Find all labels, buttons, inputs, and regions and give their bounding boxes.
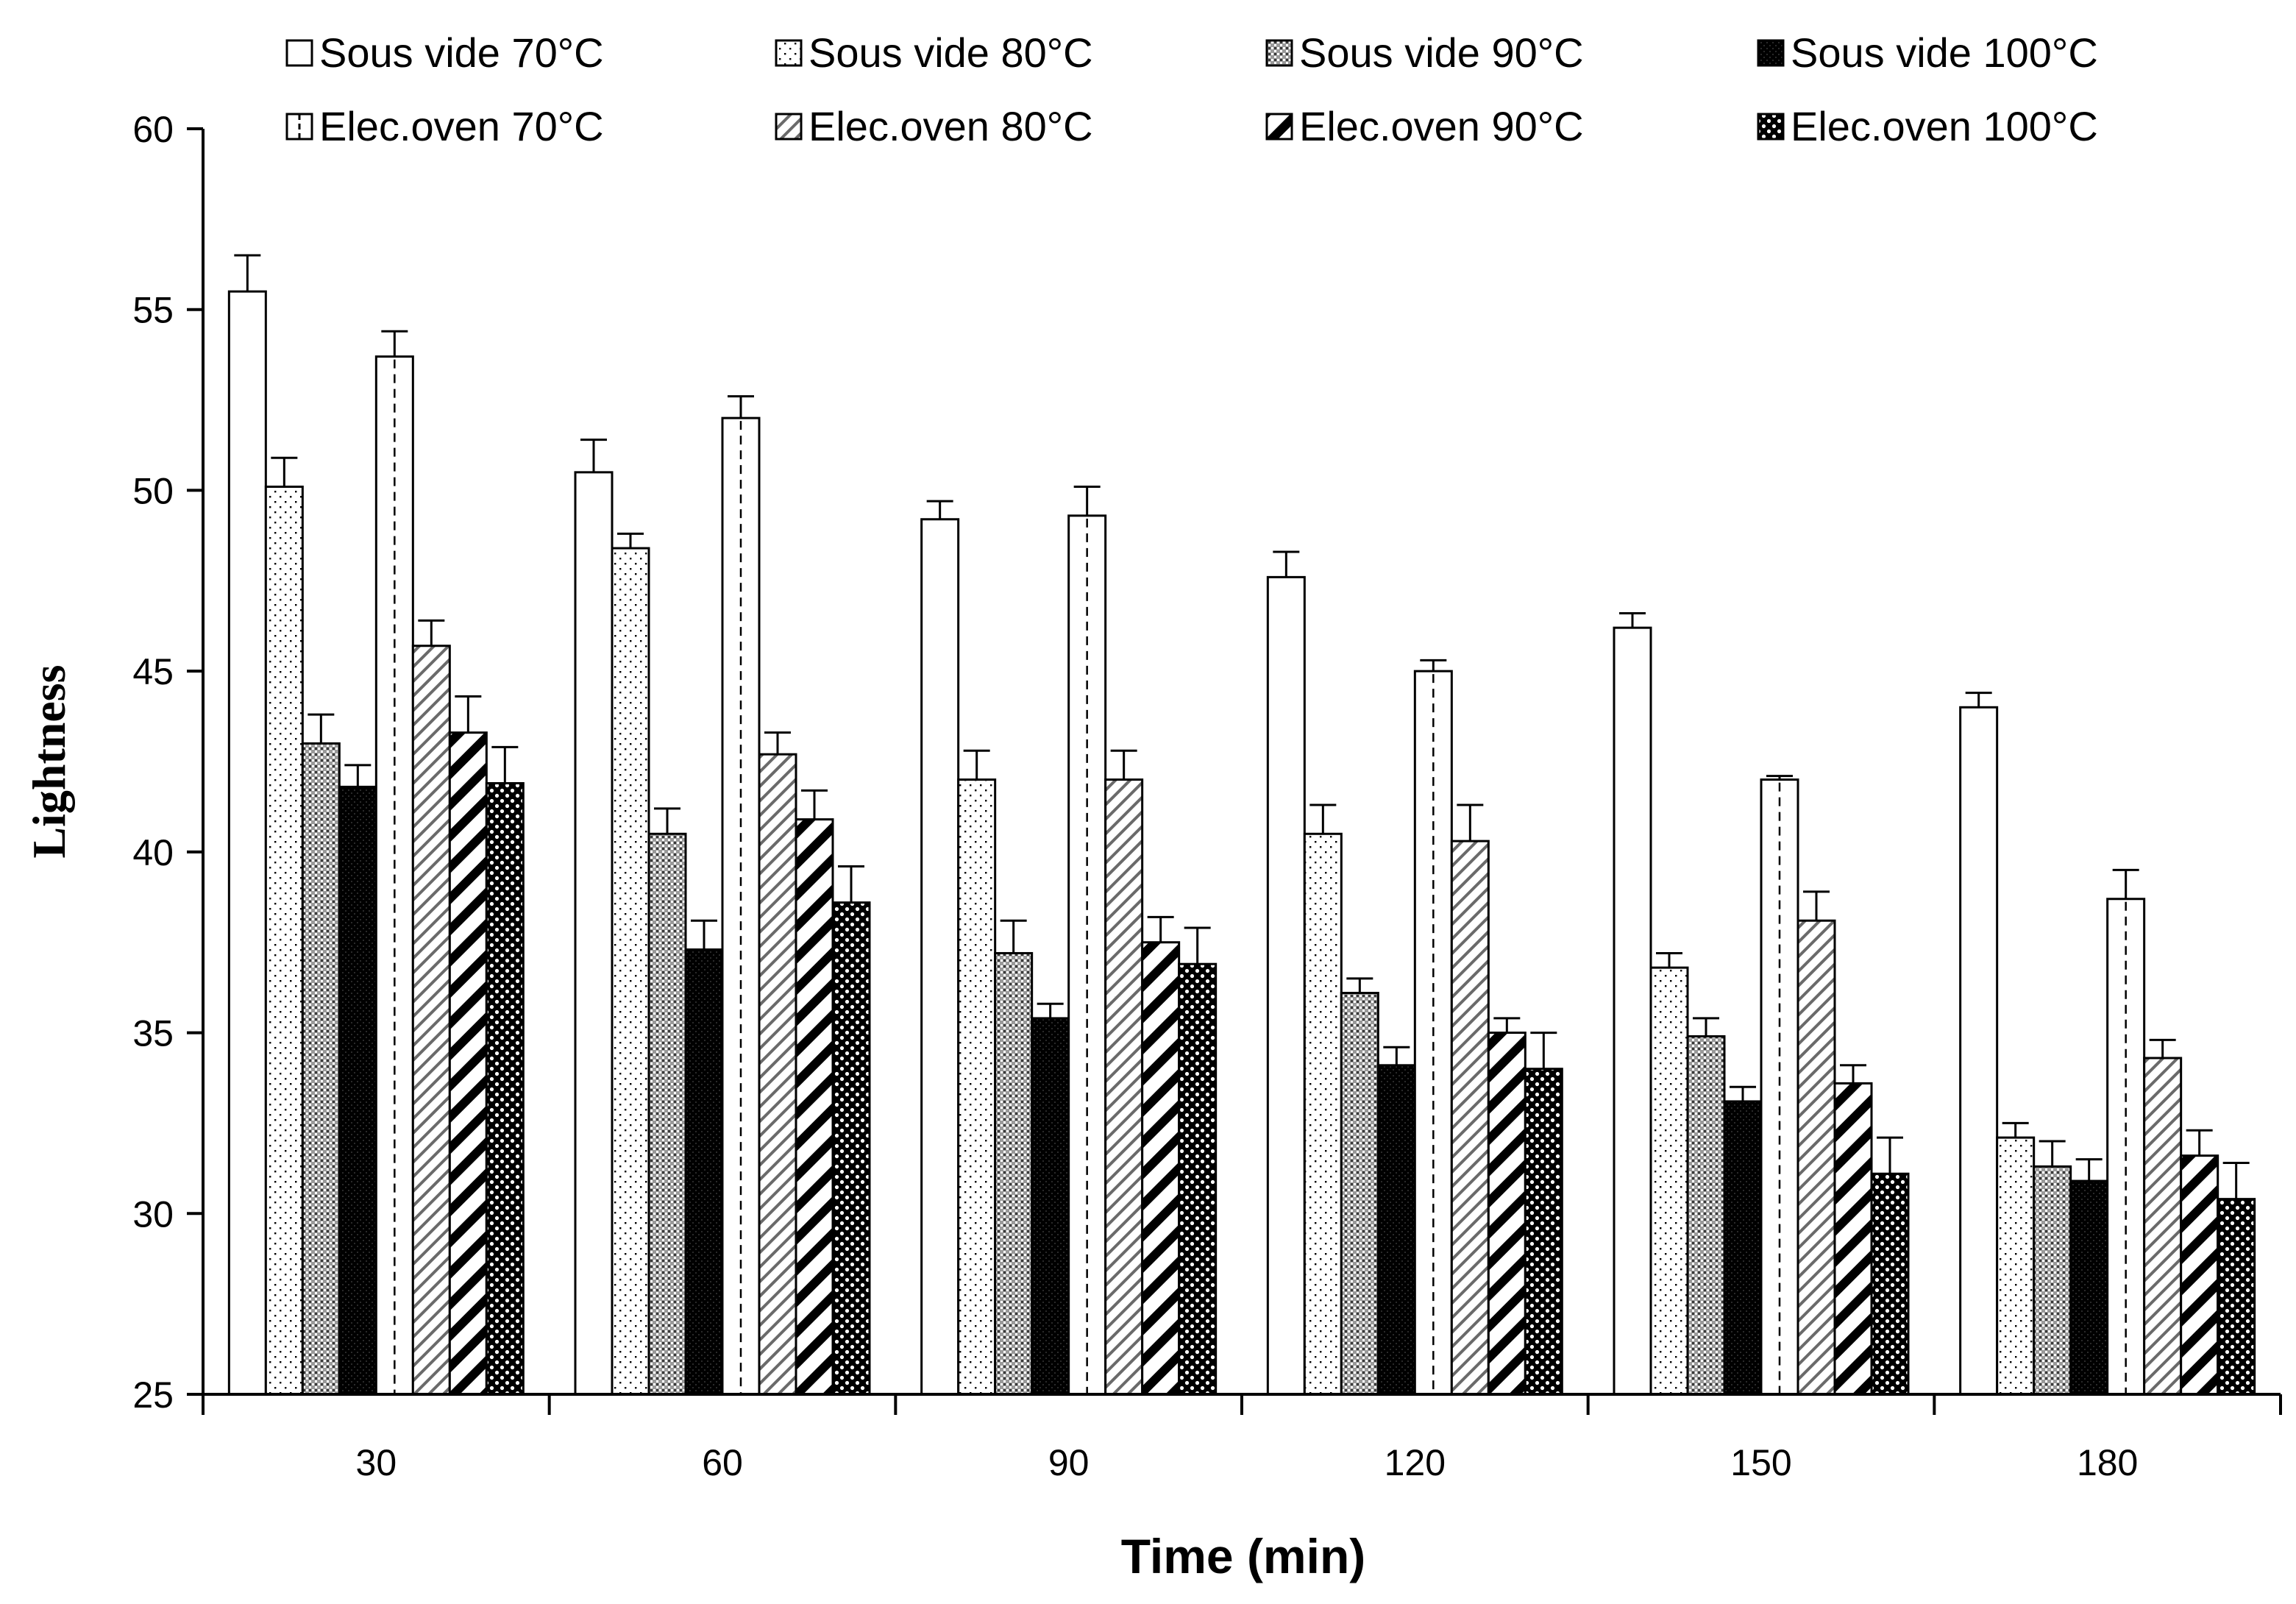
bar — [2180, 1154, 2219, 1396]
y-tick-label: 50 — [132, 470, 174, 511]
bar — [411, 645, 451, 1396]
x-tick-label: 30 — [356, 1442, 397, 1483]
bar — [1613, 626, 1652, 1396]
legend-item: Elec.oven 70°C — [285, 103, 604, 149]
legend-label: Elec.oven 80°C — [808, 103, 1093, 149]
legend-label: Sous vide 100°C — [1791, 29, 2098, 76]
legend-swatch — [1757, 113, 1785, 141]
legend-swatch — [285, 39, 313, 67]
bar — [1141, 941, 1181, 1396]
bar — [2069, 1179, 2109, 1396]
bar — [227, 290, 267, 1396]
legend-item: Elec.oven 80°C — [775, 103, 1093, 149]
bar — [1723, 1100, 1763, 1396]
bar — [1340, 992, 1379, 1396]
bar — [758, 753, 797, 1396]
y-tick-label: 55 — [132, 290, 174, 331]
bars — [227, 254, 2256, 1396]
bar — [485, 781, 525, 1396]
series-3 — [301, 713, 2072, 1396]
legend-item: Sous vide 80°C — [775, 29, 1093, 76]
bar — [574, 471, 614, 1396]
x-tick-label: 60 — [702, 1442, 743, 1483]
x-tick-label: 150 — [1730, 1442, 1791, 1483]
legend-label: Elec.oven 70°C — [319, 103, 604, 149]
bar — [338, 785, 377, 1396]
legend-item: Elec.oven 100°C — [1757, 103, 2098, 149]
legend-swatch — [1265, 39, 1293, 67]
legend-item: Sous vide 70°C — [285, 29, 604, 76]
bar — [1031, 1017, 1070, 1396]
legend-label: Elec.oven 90°C — [1299, 103, 1584, 149]
bar — [1760, 778, 1799, 1396]
legend-label: Sous vide 70°C — [319, 29, 604, 76]
legend-item: Sous vide 100°C — [1757, 29, 2098, 76]
bar — [1524, 1068, 1563, 1396]
bar — [301, 742, 341, 1396]
bar — [1178, 962, 1218, 1396]
bar — [1649, 966, 1689, 1396]
legend-label: Sous vide 80°C — [808, 29, 1093, 76]
series-4 — [338, 764, 2109, 1396]
bar — [2033, 1165, 2072, 1396]
y-tick-label: 25 — [132, 1374, 174, 1416]
bar — [611, 547, 650, 1396]
bar — [2143, 1057, 2183, 1396]
legend-swatch — [1757, 39, 1785, 67]
bar — [1450, 840, 1490, 1396]
x-tick-label: 90 — [1048, 1442, 1090, 1483]
series-1 — [227, 254, 1999, 1396]
bar — [1266, 575, 1306, 1396]
bar — [795, 818, 834, 1396]
bar — [1487, 1032, 1526, 1396]
legend-label: Elec.oven 100°C — [1791, 103, 2098, 149]
bar — [957, 778, 997, 1396]
y-tick-label: 40 — [132, 832, 174, 873]
x-axis-title: Time (min) — [1121, 1529, 1365, 1583]
bar — [920, 518, 960, 1396]
legend-label: Sous vide 90°C — [1299, 29, 1584, 76]
bar — [1796, 919, 1836, 1396]
x-tick-label: 180 — [2077, 1442, 2138, 1483]
legend-swatch — [775, 113, 803, 141]
y-tick-label: 35 — [132, 1013, 174, 1054]
y-tick-label: 60 — [132, 109, 174, 150]
y-axis-title: Lightness — [23, 664, 75, 858]
y-tick-label: 45 — [132, 651, 174, 692]
bar — [1376, 1064, 1416, 1396]
bar — [1833, 1082, 1873, 1396]
series-6 — [411, 619, 2183, 1396]
bar — [684, 948, 724, 1396]
axes: 25 30 35 40 45 50 55 60 30 60 90 120 150 180 — [132, 109, 2282, 1483]
bar — [1996, 1136, 2036, 1396]
bar — [448, 731, 488, 1396]
x-tick-label: 120 — [1385, 1442, 1446, 1483]
bar — [2217, 1198, 2256, 1396]
bar — [831, 901, 871, 1396]
legend-swatch — [775, 39, 803, 67]
y-tick-label: 30 — [132, 1193, 174, 1235]
legend-item: Sous vide 90°C — [1265, 29, 1584, 76]
legend-swatch — [1265, 113, 1293, 141]
bar — [994, 951, 1034, 1396]
bar — [1870, 1172, 1910, 1396]
bar — [1686, 1035, 1726, 1396]
bar — [1303, 832, 1343, 1396]
bar — [1959, 706, 1999, 1396]
bar — [1104, 778, 1144, 1396]
bar — [264, 486, 304, 1396]
legend: Sous vide 70°C Sous vide 80°C Sous vide 90… — [285, 29, 2098, 149]
bar — [647, 832, 687, 1396]
series-8 — [485, 745, 2256, 1396]
legend-item: Elec.oven 90°C — [1265, 103, 1584, 149]
